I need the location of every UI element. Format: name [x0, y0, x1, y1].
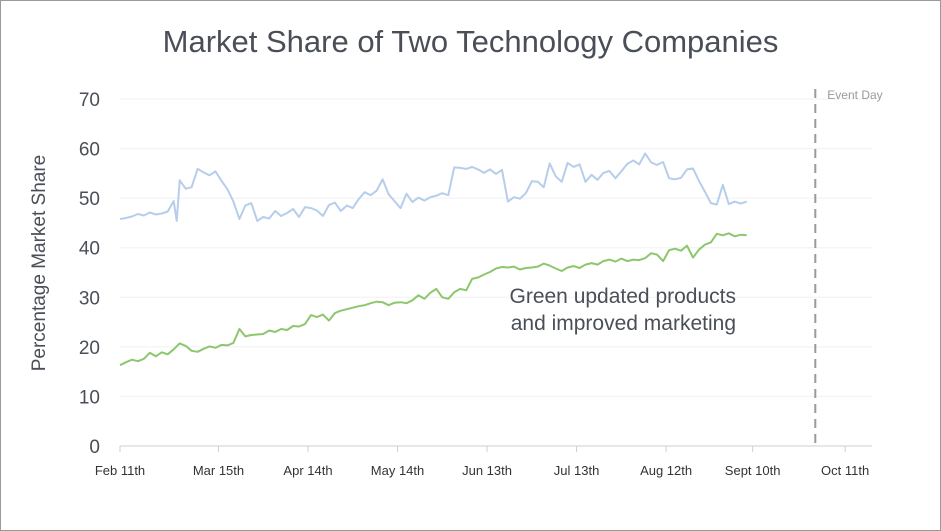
event-day-label: Event Day	[827, 88, 882, 102]
series-line-blue	[119, 152, 748, 222]
y-tick-label: 50	[79, 189, 100, 210]
x-tick-label: Jun 13th	[462, 463, 512, 478]
x-tick-label: Apr 14th	[283, 463, 332, 478]
series-line-green	[119, 232, 747, 367]
annotation-line-2: and improved marketing	[511, 312, 736, 335]
x-tick-label: May 14th	[371, 463, 424, 478]
x-tick-label: Aug 12th	[640, 463, 692, 478]
x-tick-labels: Feb 11th Mar 15th Apr 14th May 14th Jun 13th…	[95, 446, 869, 478]
y-tick-labels: 0 10 20 30 40 50 60 70	[79, 90, 100, 458]
y-tick-label: 20	[79, 338, 100, 359]
x-tick-label: Oct 11th	[821, 463, 869, 478]
x-tick-label: Sept 10th	[725, 463, 781, 478]
y-tick-label: 60	[79, 140, 100, 161]
annotation-line-1: Green updated products	[510, 285, 737, 308]
y-tick-label: 0	[89, 437, 100, 458]
series-lines	[119, 152, 748, 367]
y-tick-label: 10	[79, 387, 100, 408]
x-tick-label: Mar 15th	[193, 463, 244, 478]
x-tick-label: Feb 11th	[95, 463, 145, 478]
grid-lines	[120, 98, 872, 447]
chart-title: Market Share of Two Technology Companies	[162, 24, 779, 59]
y-tick-label: 70	[79, 90, 100, 111]
y-tick-label: 30	[79, 288, 100, 309]
y-tick-label: 40	[79, 239, 100, 260]
x-tick-label: Jul 13th	[554, 463, 600, 478]
